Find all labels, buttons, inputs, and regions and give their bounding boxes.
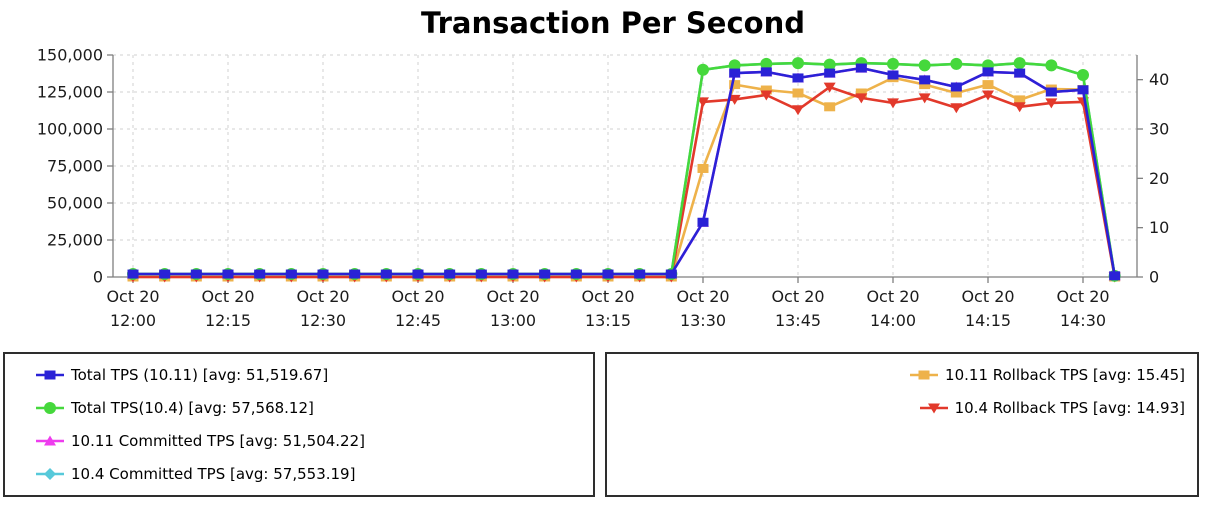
legend-marker-square-icon [36,370,64,379]
svg-text:13:30: 13:30 [680,311,726,330]
svg-text:100,000: 100,000 [37,120,103,139]
svg-text:12:45: 12:45 [395,311,441,330]
svg-text:Oct 20: Oct 20 [1056,287,1109,306]
svg-text:13:45: 13:45 [775,311,821,330]
svg-text:14:30: 14:30 [1060,311,1106,330]
svg-text:125,000: 125,000 [37,83,103,102]
svg-text:Oct 20: Oct 20 [771,287,824,306]
svg-text:Oct 20: Oct 20 [486,287,539,306]
svg-text:13:15: 13:15 [585,311,631,330]
legend-box-rollback-series: 10.11 Rollback TPS [avg: 15.45] 10.4 Roll… [605,352,1199,497]
series-total-tps-10.4- [127,57,1121,282]
legend-marker-triangle-down-icon [919,403,948,413]
legend-item: 10.11 Rollback TPS [avg: 15.45] [607,358,1197,391]
legend-box-main-series: Total TPS (10.11) [avg: 51,519.67] Total … [3,352,595,497]
legend-item: 10.11 Committed TPS [avg: 51,504.22] [5,424,593,457]
legend-item-label: 10.11 Committed TPS [avg: 51,504.22] [71,431,365,450]
series-total-tps-10.11- [127,63,1121,281]
svg-text:150,000: 150,000 [37,46,103,65]
svg-text:0: 0 [1149,268,1159,287]
legend-marker-circle-icon [36,401,64,414]
tps-line-chart: Transaction Per Second 0 25,000 50,000 75,0… [37,6,1170,330]
legend-item-label: 10.4 Rollback TPS [avg: 14.93] [954,398,1185,417]
legend-marker-triangle-up-icon [36,435,64,445]
svg-text:14:15: 14:15 [965,311,1011,330]
legend-item-label: Total TPS(10.4) [avg: 57,568.12] [71,398,314,417]
chart-title: Transaction Per Second [421,6,805,40]
series-10.11-committed-tps [127,62,1121,281]
series-10.11-rollback-tps [127,73,1121,282]
svg-text:Oct 20: Oct 20 [201,287,254,306]
legend-item-label: Total TPS (10.11) [avg: 51,519.67] [71,365,329,384]
svg-text:13:00: 13:00 [490,311,536,330]
legend-marker-diamond-icon [36,467,64,480]
legend-item: 10.4 Committed TPS [avg: 57,553.19] [5,457,593,490]
svg-text:12:15: 12:15 [205,311,251,330]
legend-item-label: 10.11 Rollback TPS [avg: 15.45] [945,365,1185,384]
svg-text:40: 40 [1149,70,1169,89]
svg-text:12:30: 12:30 [300,311,346,330]
svg-text:20: 20 [1149,169,1169,188]
svg-text:50,000: 50,000 [47,194,103,213]
svg-text:14:00: 14:00 [870,311,916,330]
series-10.4-committed-tps [127,57,1121,282]
svg-text:25,000: 25,000 [47,231,103,250]
svg-text:Oct 20: Oct 20 [106,287,159,306]
svg-text:0: 0 [93,268,103,287]
legend-item-label: 10.4 Committed TPS [avg: 57,553.19] [71,464,356,483]
legend-marker-square-icon [910,370,939,379]
svg-text:Oct 20: Oct 20 [961,287,1014,306]
x-axis-tick-labels: Oct 20 12:00 Oct 20 12:15 Oct 20 12:30 Oct 20 1… [106,287,1109,330]
svg-text:Oct 20: Oct 20 [391,287,444,306]
svg-text:75,000: 75,000 [47,157,103,176]
svg-text:Oct 20: Oct 20 [676,287,729,306]
right-axis-tick-labels: 0 10 20 30 40 [1149,70,1169,286]
svg-text:Oct 20: Oct 20 [296,287,349,306]
svg-text:30: 30 [1149,120,1169,139]
series-10.4-rollback-tps [127,82,1121,283]
svg-text:12:00: 12:00 [110,311,156,330]
legend-item: Total TPS(10.4) [avg: 57,568.12] [5,391,593,424]
svg-text:10: 10 [1149,218,1169,237]
left-axis-tick-labels: 0 25,000 50,000 75,000 100,000 125,000 150,000 [37,46,103,287]
legend-item: Total TPS (10.11) [avg: 51,519.67] [5,358,593,391]
svg-text:Oct 20: Oct 20 [581,287,634,306]
svg-text:Oct 20: Oct 20 [866,287,919,306]
legend-item: 10.4 Rollback TPS [avg: 14.93] [607,391,1197,424]
